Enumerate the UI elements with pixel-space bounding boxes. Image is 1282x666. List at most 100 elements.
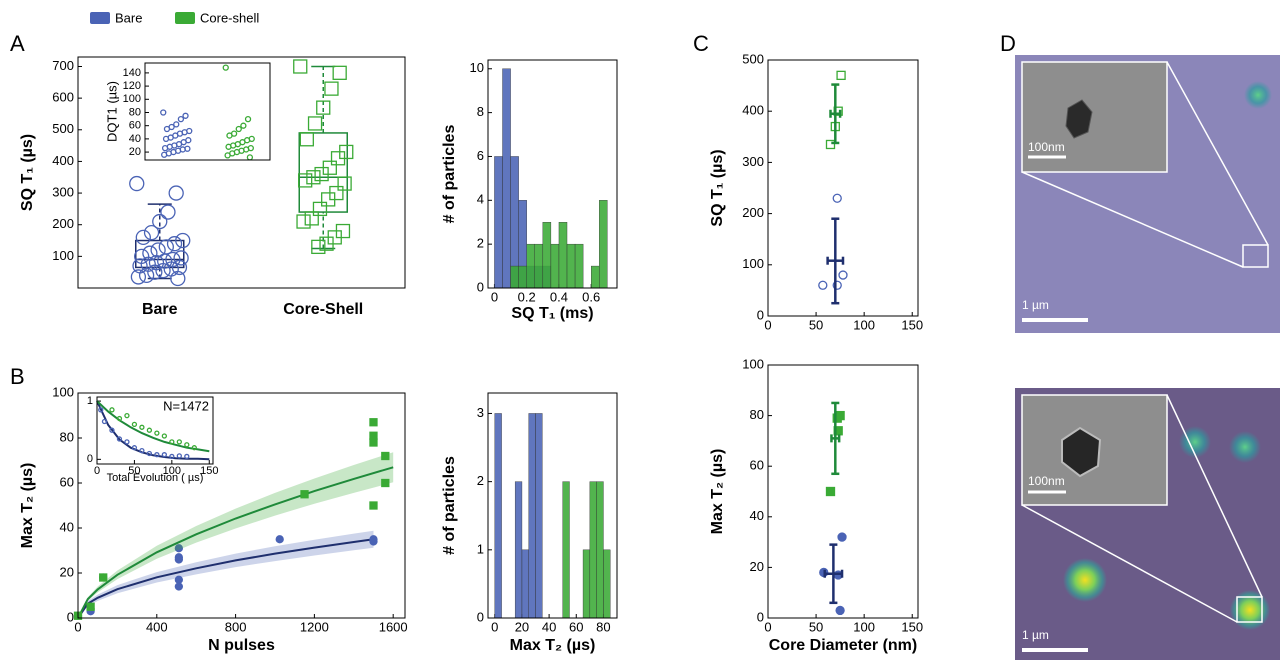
y-tick-label: 120 <box>123 80 141 92</box>
legend-label: Bare <box>115 10 142 25</box>
marker <box>837 532 847 542</box>
zoom-line <box>1021 171 1244 268</box>
marker <box>175 232 191 249</box>
y-tick-label: 0 <box>67 609 74 624</box>
plot-frame <box>487 392 618 619</box>
marker <box>182 112 189 119</box>
particle <box>1061 426 1102 478</box>
marker <box>835 410 845 421</box>
y-axis-label: # of particles <box>441 456 458 555</box>
marker <box>154 452 160 458</box>
y-tick-label: 6 <box>477 148 484 163</box>
marker <box>173 250 189 266</box>
marker <box>169 439 175 445</box>
marker <box>116 436 123 442</box>
y-tick-label: 500 <box>52 121 74 136</box>
y-axis-label: Max T₂ (µs) <box>709 449 726 535</box>
marker <box>304 211 319 226</box>
marker <box>169 453 175 460</box>
x-tick-label: 0.4 <box>550 289 568 304</box>
micrograph-bottom: 100nm 1 µm <box>1015 388 1280 660</box>
y-tick-label: 20 <box>60 564 74 579</box>
x-tick-label: 50 <box>809 317 823 332</box>
marker <box>129 175 145 192</box>
marker <box>160 109 167 116</box>
marker <box>306 170 321 185</box>
marker <box>296 214 311 229</box>
marker <box>838 270 848 280</box>
histogram-bar <box>535 413 543 619</box>
x-tick-label: 60 <box>569 619 583 634</box>
fit-line <box>96 400 210 453</box>
marker <box>818 280 828 290</box>
marker <box>86 602 95 611</box>
category-label: Core-Shell <box>283 301 363 318</box>
marker <box>298 173 313 188</box>
y-tick-label: 40 <box>129 133 141 145</box>
plot-frame <box>767 364 919 619</box>
marker <box>177 115 185 123</box>
x-tick-label: 1600 <box>379 619 408 634</box>
x-tick-label: 100 <box>853 619 875 634</box>
y-tick-label: 8 <box>477 104 484 119</box>
histogram-bar <box>510 265 519 289</box>
zoom-box <box>1236 596 1263 623</box>
marker <box>101 418 108 425</box>
emitter <box>1230 590 1270 630</box>
y-tick-label: 60 <box>750 458 764 473</box>
x-tick-label: 150 <box>901 317 923 332</box>
y-axis-label: SQ T₁ (µs) <box>19 134 36 211</box>
marker <box>832 280 842 290</box>
y-tick-label: 1 <box>477 541 484 556</box>
marker <box>162 135 170 143</box>
x-tick-label: 800 <box>225 619 247 634</box>
marker <box>176 453 182 459</box>
y-tick-label: 80 <box>129 106 141 118</box>
x-tick-label: 0 <box>764 619 771 634</box>
y-tick-label: 0 <box>477 609 484 624</box>
marker <box>332 65 347 80</box>
marker <box>173 121 180 128</box>
plot-frame <box>487 59 618 289</box>
x-axis-label: SQ T₁ (ms) <box>511 305 593 322</box>
y-tick-label: 200 <box>52 216 74 231</box>
emitter <box>1179 426 1211 458</box>
marker <box>293 59 308 74</box>
marker <box>161 433 168 439</box>
histogram-bar <box>596 481 604 619</box>
x-tick-label: 150 <box>901 619 923 634</box>
marker <box>240 122 247 129</box>
marker <box>225 143 232 150</box>
marker <box>184 442 190 448</box>
marker <box>330 151 346 166</box>
marker <box>131 421 138 428</box>
marker <box>314 166 329 182</box>
marker <box>168 185 184 201</box>
marker <box>99 573 108 582</box>
x-axis-label: Max T₂ (µs) <box>510 637 596 654</box>
x-tick-label: 0.2 <box>518 289 536 304</box>
marker <box>109 427 115 433</box>
plot-area <box>768 60 918 316</box>
x-tick-label: 40 <box>542 619 556 634</box>
y-tick-label: 100 <box>123 93 141 105</box>
marker <box>222 64 229 71</box>
marker <box>235 125 242 133</box>
plot-frame <box>77 56 406 289</box>
marker <box>98 407 104 413</box>
histogram-bar <box>558 222 568 289</box>
y-tick-label: 700 <box>52 58 74 73</box>
y-tick-label: 500 <box>742 51 764 66</box>
y-tick-label: 200 <box>742 205 764 220</box>
y-tick-label: 40 <box>750 508 764 523</box>
legend-label: Core-shell <box>200 10 259 25</box>
fit-line <box>77 538 374 619</box>
marker <box>381 478 390 488</box>
marker <box>161 144 169 152</box>
y-tick-label: 300 <box>742 154 764 169</box>
panel-label: D <box>1000 31 1016 56</box>
histogram-bar <box>566 243 576 289</box>
y-tick-label: 20 <box>750 559 764 574</box>
y-axis-label: SQ T₁ (µs) <box>709 149 726 226</box>
x-tick-label: 0 <box>764 317 771 332</box>
